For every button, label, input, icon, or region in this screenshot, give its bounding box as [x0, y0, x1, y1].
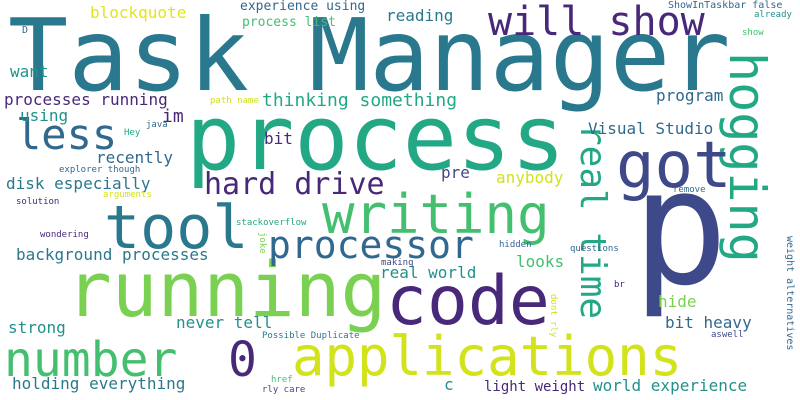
word-d: D — [22, 25, 29, 36]
word-will-show: will show — [488, 0, 705, 45]
word-making: making — [381, 258, 414, 268]
word-world-experience: world experience — [593, 376, 748, 395]
word-tool: tool — [104, 193, 249, 263]
word-rly-care: rly care — [262, 385, 306, 395]
word-hard-drive: hard drive — [204, 167, 385, 202]
word-wondering: wondering — [40, 230, 89, 240]
word-strong: strong — [8, 318, 66, 337]
word-visual-studio: Visual Studio — [588, 119, 714, 138]
word-bit: bit — [264, 129, 293, 148]
word-real-world: real world — [380, 263, 477, 282]
word-disk-especially: disk especially — [6, 174, 151, 193]
word-br: br — [614, 280, 625, 290]
word-already: already — [754, 10, 792, 20]
word-solution: solution — [16, 197, 60, 207]
word-code: code — [386, 262, 550, 341]
word-pre: pre — [441, 163, 470, 182]
word-experience-using: experience using — [240, 0, 366, 14]
word-thinking-something: thinking something — [262, 90, 458, 111]
word-possible-duplicate: Possible Duplicate — [262, 331, 360, 341]
word-looks: looks — [516, 252, 565, 271]
word-applications: applications — [292, 325, 683, 388]
word-aswell: aswell — [711, 330, 744, 340]
word-anybody: anybody — [496, 168, 564, 187]
word-dont-rly: dont rly — [548, 294, 558, 338]
word-want: want — [10, 62, 49, 81]
word-hide: hide — [658, 292, 697, 311]
word-never-tell: never tell — [176, 313, 273, 332]
word-processes-running: processes running — [4, 90, 168, 109]
word-questions: questions — [570, 244, 619, 254]
word-running: running — [66, 245, 387, 334]
word-im: im — [162, 106, 184, 127]
word-show: show — [742, 28, 764, 38]
word-java: java — [146, 120, 168, 130]
word-bit-heavy: bit heavy — [665, 313, 752, 332]
word-explorer-though: explorer though — [59, 165, 141, 175]
word-reading: reading — [386, 6, 454, 25]
word-writing: writing — [322, 183, 550, 246]
word-less: less — [16, 110, 118, 159]
word-zero: 0 — [228, 332, 257, 388]
word-weight-alternatives: weight alternatives — [784, 236, 795, 351]
word-stackoverflow: stackoverflow — [236, 218, 307, 228]
word-task-manager: Task Manager — [8, 0, 731, 114]
word-number: number — [4, 332, 178, 388]
word-c: c — [444, 375, 454, 394]
word-background-processes: background processes — [16, 245, 209, 264]
word-real-time: real time — [572, 124, 613, 320]
word-recently: recently — [96, 148, 174, 167]
word-blockquote: blockquote — [90, 3, 187, 22]
word-joke: joke — [257, 232, 267, 254]
word-href: href — [271, 375, 293, 385]
word-hogging: hogging — [718, 52, 776, 263]
word-holding-everything: holding everything — [12, 374, 186, 393]
word-light-weight: light weight — [484, 379, 586, 395]
word-using: using — [20, 106, 69, 125]
word-path-name: path name — [210, 96, 259, 106]
word-process-list: process list — [242, 15, 336, 30]
word-hidden: hidden — [499, 240, 532, 250]
word-hey: Hey — [124, 128, 141, 138]
word-processor: processor — [268, 223, 474, 267]
word-p: p — [632, 134, 729, 321]
word-showintaskbar-false: ShowInTaskbar false — [668, 0, 783, 11]
word-remove: remove — [673, 185, 706, 195]
word-program: program — [656, 86, 724, 105]
word-got: got — [616, 129, 732, 203]
word-arguments: arguments — [103, 190, 152, 200]
word-process: process — [186, 86, 566, 191]
